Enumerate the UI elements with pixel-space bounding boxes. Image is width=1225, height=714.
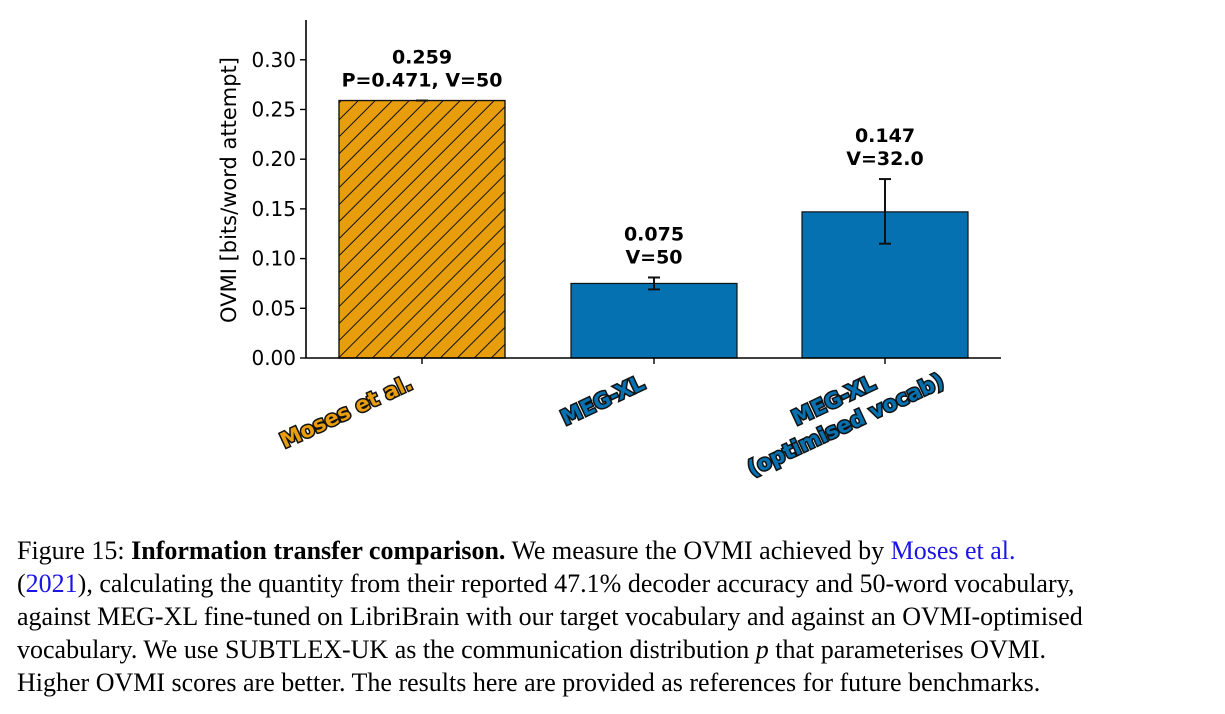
value-label-0-1: P=0.471, V=50 [342, 70, 503, 92]
caption-percent: 47.1% [554, 569, 622, 598]
y-tick-label-0: 0.00 [251, 346, 296, 370]
x-tick-label-1: MEG-XL [557, 371, 648, 430]
caption-line-4: vocabulary. We use SUBTLEX-UK as the com… [17, 633, 1211, 666]
y-tick-label-6: 0.30 [251, 48, 296, 72]
value-label-1-0: 0.075 [624, 223, 684, 245]
x-tick-label-0-line-0: Moses et al. [277, 371, 417, 453]
caption-figure-label: Figure 15: [17, 536, 125, 565]
y-tick-label-2: 0.10 [251, 247, 296, 271]
value-label-2-1: V=32.0 [846, 148, 924, 170]
x-tick-label-1-line-0: MEG-XL [557, 371, 648, 430]
bar-hatch-0 [338, 99, 506, 359]
y-tick-label-1: 0.05 [251, 296, 296, 320]
caption-title: Information transfer comparison. [131, 536, 506, 565]
y-axis-label: OVMI [bits/word attempt] [217, 57, 241, 323]
caption-paren: ( [17, 569, 26, 598]
caption-line-5: Higher OVMI scores are better. The resul… [17, 668, 1041, 697]
caption-line-1: Figure 15: Information transfer comparis… [17, 534, 1211, 567]
caption-line-2: (2021), calculating the quantity from th… [17, 567, 1211, 600]
citation-link-year[interactable]: 2021 [25, 569, 78, 598]
value-label-0-0: 0.259 [392, 47, 452, 69]
value-label-2-0: 0.147 [855, 125, 915, 147]
figure-caption: Figure 15: Information transfer comparis… [17, 534, 1211, 699]
y-tick-label-5: 0.25 [251, 97, 296, 121]
citation-link-authors[interactable]: Moses et al. [890, 536, 1016, 565]
x-tick-label-2: MEG-XL(optimised vocab) [732, 344, 947, 481]
y-tick-label-4: 0.20 [251, 147, 296, 171]
caption-text-4b: that parameterises OVMI. [775, 635, 1047, 664]
y-tick-label-3: 0.15 [251, 197, 296, 221]
caption-text-1: We measure the OVMI achieved by [511, 536, 885, 565]
x-tick-label-0: Moses et al. [277, 371, 417, 453]
caption-text-2: ), calculating the quantity from their r… [77, 569, 548, 598]
bar-1 [570, 282, 738, 359]
caption-text-4a: vocabulary. We use SUBTLEX-UK as the com… [17, 635, 750, 664]
caption-line-3: against MEG-XL fine-tuned on LibriBrain … [17, 602, 1083, 631]
value-label-1-1: V=50 [625, 246, 682, 268]
caption-p-symbol: p [755, 635, 769, 664]
caption-text-2b: decoder accuracy and 50-word vocabulary, [627, 569, 1075, 598]
bar-chart: 0.259 P=0.471, V=50 0.075 V=50 0.147 V=32.0 0.… [217, 20, 1001, 482]
